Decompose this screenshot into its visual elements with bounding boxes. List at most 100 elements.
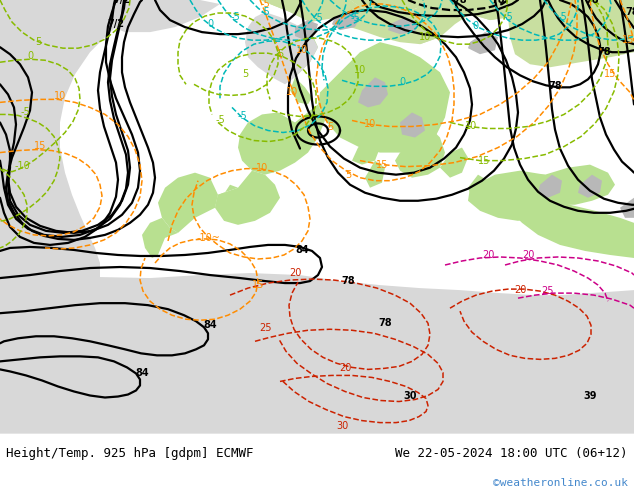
Polygon shape <box>0 273 634 434</box>
Text: 20: 20 <box>514 285 526 295</box>
Polygon shape <box>0 0 80 42</box>
Text: 5: 5 <box>277 49 283 59</box>
Text: -5: -5 <box>350 13 360 23</box>
Polygon shape <box>158 172 218 233</box>
Polygon shape <box>610 0 634 12</box>
Text: 15: 15 <box>252 280 264 290</box>
Text: 20: 20 <box>522 250 534 260</box>
Text: 0: 0 <box>207 19 213 29</box>
Text: 10: 10 <box>354 65 366 75</box>
Text: 25: 25 <box>259 323 271 333</box>
Polygon shape <box>238 104 325 174</box>
Text: 20: 20 <box>339 364 351 373</box>
Polygon shape <box>290 77 312 104</box>
Text: 39: 39 <box>583 391 597 400</box>
Polygon shape <box>332 12 360 30</box>
Text: 30: 30 <box>336 420 348 431</box>
Polygon shape <box>0 42 40 92</box>
Polygon shape <box>318 42 450 152</box>
Text: 5: 5 <box>242 69 248 79</box>
Polygon shape <box>295 20 318 40</box>
Polygon shape <box>215 171 280 225</box>
Polygon shape <box>420 0 460 12</box>
Polygon shape <box>365 161 385 188</box>
Text: 78: 78 <box>625 7 634 17</box>
Text: -5: -5 <box>237 111 247 122</box>
Text: 78: 78 <box>597 47 611 57</box>
Text: 5: 5 <box>327 122 333 132</box>
Text: -5: -5 <box>20 107 30 118</box>
Text: We 22-05-2024 18:00 UTC (06+12): We 22-05-2024 18:00 UTC (06+12) <box>395 447 628 460</box>
Text: Height/Temp. 925 hPa [gdpm] ECMWF: Height/Temp. 925 hPa [gdpm] ECMWF <box>6 447 254 460</box>
Polygon shape <box>578 174 602 198</box>
Polygon shape <box>320 0 450 44</box>
Polygon shape <box>468 174 488 198</box>
Text: -5: -5 <box>230 12 240 22</box>
Polygon shape <box>468 32 498 54</box>
Polygon shape <box>388 17 418 34</box>
Text: 10: 10 <box>296 45 308 55</box>
Text: 5: 5 <box>35 37 41 47</box>
Text: -5: -5 <box>503 12 513 22</box>
Polygon shape <box>570 0 620 20</box>
Polygon shape <box>278 27 318 77</box>
Polygon shape <box>200 0 350 22</box>
Text: 78: 78 <box>491 0 505 5</box>
Polygon shape <box>350 0 420 14</box>
Text: -10: -10 <box>14 161 30 171</box>
Polygon shape <box>415 0 470 44</box>
Text: 7/2: 7/2 <box>113 0 131 5</box>
Text: -5: -5 <box>260 0 270 9</box>
Polygon shape <box>468 171 568 221</box>
Polygon shape <box>142 218 178 258</box>
Text: 15: 15 <box>604 69 616 79</box>
Text: -5: -5 <box>313 13 323 23</box>
Text: -5: -5 <box>557 12 567 22</box>
Polygon shape <box>520 0 570 22</box>
Text: 30: 30 <box>403 391 417 400</box>
Polygon shape <box>358 77 388 107</box>
Text: 20: 20 <box>482 250 494 260</box>
Text: 15: 15 <box>376 160 388 170</box>
Text: 10: 10 <box>286 87 298 98</box>
Text: -5: -5 <box>260 7 270 17</box>
Text: 10: 10 <box>419 32 431 42</box>
Text: 78: 78 <box>585 0 598 5</box>
Text: 25: 25 <box>541 286 554 296</box>
Text: 84: 84 <box>203 320 217 330</box>
Polygon shape <box>508 0 634 67</box>
Text: 84: 84 <box>135 368 149 378</box>
Text: 78: 78 <box>378 318 392 328</box>
Polygon shape <box>395 127 445 178</box>
Polygon shape <box>270 0 360 22</box>
Text: ©weatheronline.co.uk: ©weatheronline.co.uk <box>493 478 628 488</box>
Text: 0: 0 <box>472 21 478 31</box>
Text: 10: 10 <box>364 120 376 129</box>
Polygon shape <box>540 165 615 205</box>
Text: 78: 78 <box>341 276 355 286</box>
Text: 5: 5 <box>345 170 351 180</box>
Polygon shape <box>460 0 520 20</box>
Text: 7/2: 7/2 <box>108 19 124 29</box>
Text: 20: 20 <box>289 268 301 278</box>
Polygon shape <box>620 198 634 218</box>
Text: -5: -5 <box>215 116 225 125</box>
Polygon shape <box>505 174 634 258</box>
Text: 15: 15 <box>622 35 634 45</box>
Polygon shape <box>245 12 318 84</box>
Text: -10~: -10~ <box>196 233 220 243</box>
Polygon shape <box>0 0 155 278</box>
Text: 0: 0 <box>399 77 405 87</box>
Polygon shape <box>460 0 520 20</box>
Text: 0: 0 <box>27 51 33 61</box>
Text: 15: 15 <box>478 156 490 166</box>
Text: 15: 15 <box>34 141 46 150</box>
Text: 84: 84 <box>295 245 309 255</box>
Text: 10: 10 <box>256 163 268 172</box>
Polygon shape <box>100 0 220 32</box>
Polygon shape <box>352 138 380 165</box>
Polygon shape <box>400 112 425 138</box>
Text: 10: 10 <box>54 91 66 101</box>
Text: 78: 78 <box>548 81 562 91</box>
Polygon shape <box>538 174 562 198</box>
